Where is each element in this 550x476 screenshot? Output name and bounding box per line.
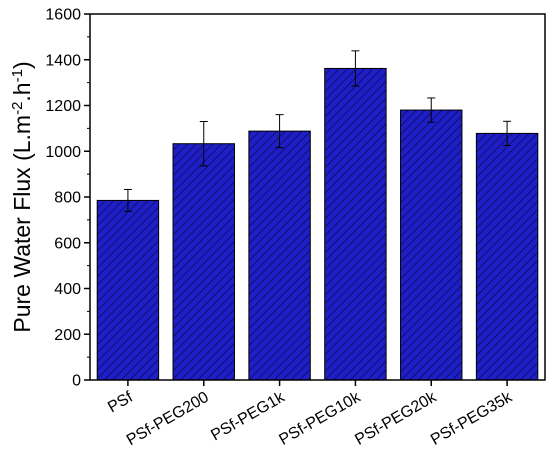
bar-psf-peg20k [400,109,463,381]
y-axis-title-sup1: -2 [9,102,26,115]
error-bar-psf-peg10k [351,50,360,87]
x-tick-label: PSf-PEG35k [428,388,516,449]
y-axis-title-end: ) [9,61,35,69]
x-tick-label: PSf-PEG20k [352,388,440,449]
y-axis: 0 200 400 600 800 1000 1200 1400 1600 [45,7,90,390]
y-tick-label: 1200 [45,98,81,115]
error-bars-group [123,50,512,212]
y-tick-label: 600 [54,235,81,252]
y-tick-label: 1600 [45,7,81,24]
bar-psf-peg200 [172,143,235,381]
bar-psf [96,199,160,381]
x-tick-label: PSf-PEG200 [124,389,212,450]
bar-psf-peg10k [324,67,387,381]
bar-psf-peg35k [475,132,539,381]
y-tick-label: 400 [54,281,81,298]
error-bar-psf-peg1k [275,114,284,149]
bars-group [96,67,539,381]
y-tick-label: 1400 [45,52,81,69]
y-axis-title-sup2: -1 [9,69,26,82]
x-axis: PSfPSf-PEG200PSf-PEG1kPSf-PEG10kPSf-PEG2… [105,380,516,449]
error-bar-psf-peg35k [503,120,512,147]
y-axis-title-main: Pure Water Flux (L.m [9,115,35,333]
y-tick-label: 1000 [45,144,81,161]
x-tick-label: PSf-PEG10k [276,388,364,449]
error-bar-psf-peg200 [199,121,208,167]
y-tick-label: 0 [72,373,81,390]
bar-psf-peg1k [248,130,311,381]
y-axis-title: Pure Water Flux (L.m-2.h-1) [9,61,36,332]
error-bar-psf [123,188,132,212]
y-tick-label: 200 [54,327,81,344]
y-axis-title-mid: .h [9,82,35,101]
error-bar-psf-peg20k [427,97,436,123]
y-tick-label: 800 [54,190,81,207]
x-tick-label: PSf [105,388,136,416]
